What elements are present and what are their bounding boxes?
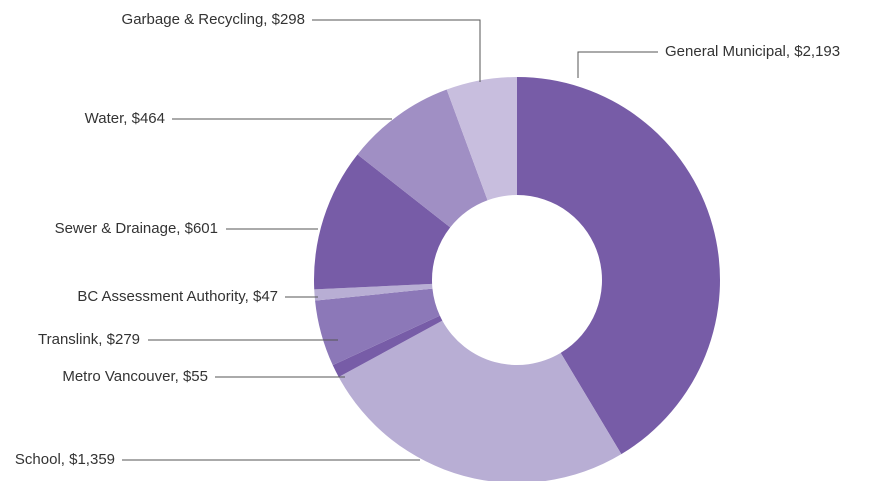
data-label: Translink, $279 — [38, 331, 140, 348]
leader-line — [577, 51, 658, 78]
donut-segment — [338, 320, 622, 481]
data-label: Sewer & Drainage, $601 — [55, 220, 218, 237]
data-label: Water, $464 — [85, 110, 165, 127]
donut-segment — [314, 154, 451, 290]
donut-segment — [332, 315, 443, 378]
donut-segment — [357, 89, 488, 228]
data-label: General Municipal, $2,193 — [665, 43, 840, 60]
data-label: BC Assessment Authority, $47 — [77, 288, 278, 305]
donut-segment — [517, 77, 721, 455]
data-label: Garbage & Recycling, $298 — [122, 11, 305, 28]
leader-line — [312, 19, 481, 82]
donut-segment — [446, 77, 517, 201]
donut-segment — [315, 288, 440, 366]
donut-segment — [314, 283, 433, 301]
data-label: School, $1,359 — [15, 451, 115, 468]
data-label: Metro Vancouver, $55 — [62, 368, 208, 385]
